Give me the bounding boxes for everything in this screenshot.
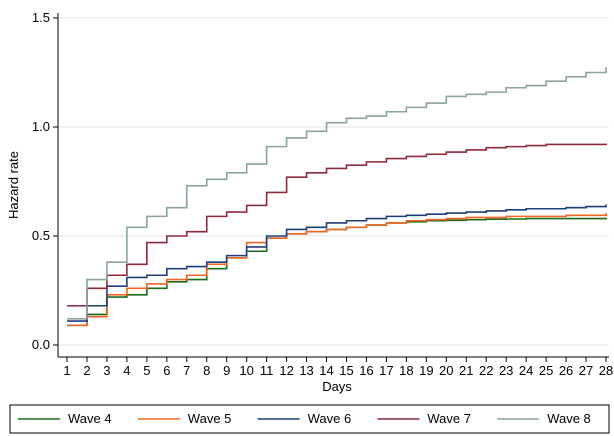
x-tick-label-2: 3 <box>103 363 110 378</box>
axes: 0.00.51.01.51 2 3 4 5 6 7 8 9 10 11 12 13 14 15 16 17 18 1… <box>32 10 613 378</box>
y-tick-label-0: 0.0 <box>32 337 50 352</box>
legend-label-wave-8: Wave 8 <box>547 411 591 426</box>
gridlines <box>58 17 609 346</box>
x-tick-label-1: 2 <box>83 363 90 378</box>
x-tick-label-21: 22 <box>479 363 493 378</box>
series-line-wave-8 <box>67 67 607 320</box>
x-tick-label-25: 26 <box>559 363 573 378</box>
legend-label-wave-6: Wave 6 <box>308 411 352 426</box>
x-tick-label-27: 28 <box>599 363 613 378</box>
x-tick-label-10: 11 <box>260 363 274 378</box>
x-tick-label-22: 23 <box>499 363 513 378</box>
x-tick-label-6: 7 <box>183 363 190 378</box>
x-tick-label-8: 9 <box>223 363 230 378</box>
legend: Wave 4 Wave 5 Wave 6 Wave 7 Wave 8 <box>9 404 610 434</box>
y-tick-label-2: 1.0 <box>32 119 50 134</box>
x-tick-label-13: 14 <box>319 363 333 378</box>
x-axis-label: Days <box>322 379 352 394</box>
series-lines <box>67 67 607 327</box>
y-tick-label-3: 1.5 <box>32 10 50 25</box>
x-tick-label-23: 24 <box>519 363 533 378</box>
x-tick-label-17: 18 <box>399 363 413 378</box>
y-tick-label-1: 0.5 <box>32 228 50 243</box>
x-tick-label-7: 8 <box>203 363 210 378</box>
x-tick-label-5: 6 <box>163 363 170 378</box>
x-tick-label-24: 25 <box>539 363 553 378</box>
x-tick-label-11: 12 <box>279 363 293 378</box>
x-tick-label-18: 19 <box>419 363 433 378</box>
x-tick-label-9: 10 <box>239 363 253 378</box>
x-tick-label-0: 1 <box>63 363 70 378</box>
x-tick-label-4: 5 <box>143 363 150 378</box>
x-tick-label-19: 20 <box>439 363 453 378</box>
x-tick-label-12: 13 <box>299 363 313 378</box>
x-tick-label-3: 4 <box>123 363 130 378</box>
series-line-wave-5 <box>67 213 607 327</box>
legend-label-wave-7: Wave 7 <box>427 411 471 426</box>
plot-area <box>58 13 609 357</box>
series-line-wave-6 <box>67 204 607 322</box>
x-tick-label-20: 21 <box>459 363 473 378</box>
legend-label-wave-5: Wave 5 <box>188 411 232 426</box>
series-line-wave-7 <box>67 143 607 307</box>
x-tick-label-26: 27 <box>579 363 593 378</box>
x-tick-label-15: 16 <box>359 363 373 378</box>
y-axis-label: Hazard rate <box>6 151 21 219</box>
x-tick-label-16: 17 <box>379 363 393 378</box>
legend-label-wave-4: Wave 4 <box>68 411 112 426</box>
x-tick-label-14: 15 <box>339 363 353 378</box>
